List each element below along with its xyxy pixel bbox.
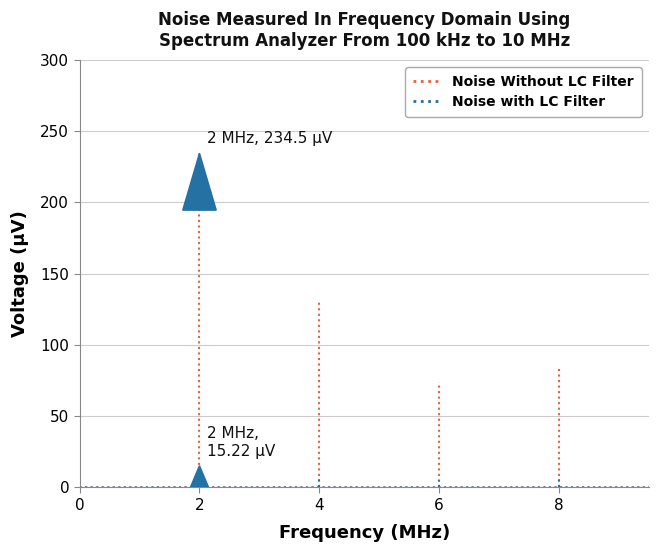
X-axis label: Frequency (MHz): Frequency (MHz) bbox=[279, 524, 450, 542]
Polygon shape bbox=[189, 466, 211, 491]
Y-axis label: Voltage (μV): Voltage (μV) bbox=[11, 210, 29, 337]
Text: 2 MHz,
15.22 μV: 2 MHz, 15.22 μV bbox=[207, 426, 275, 458]
Legend: Noise Without LC Filter, Noise with LC Filter: Noise Without LC Filter, Noise with LC F… bbox=[405, 67, 642, 117]
Title: Noise Measured In Frequency Domain Using
Spectrum Analyzer From 100 kHz to 10 MH: Noise Measured In Frequency Domain Using… bbox=[158, 11, 570, 50]
Polygon shape bbox=[183, 153, 216, 210]
Text: 2 MHz, 234.5 μV: 2 MHz, 234.5 μV bbox=[207, 131, 332, 146]
